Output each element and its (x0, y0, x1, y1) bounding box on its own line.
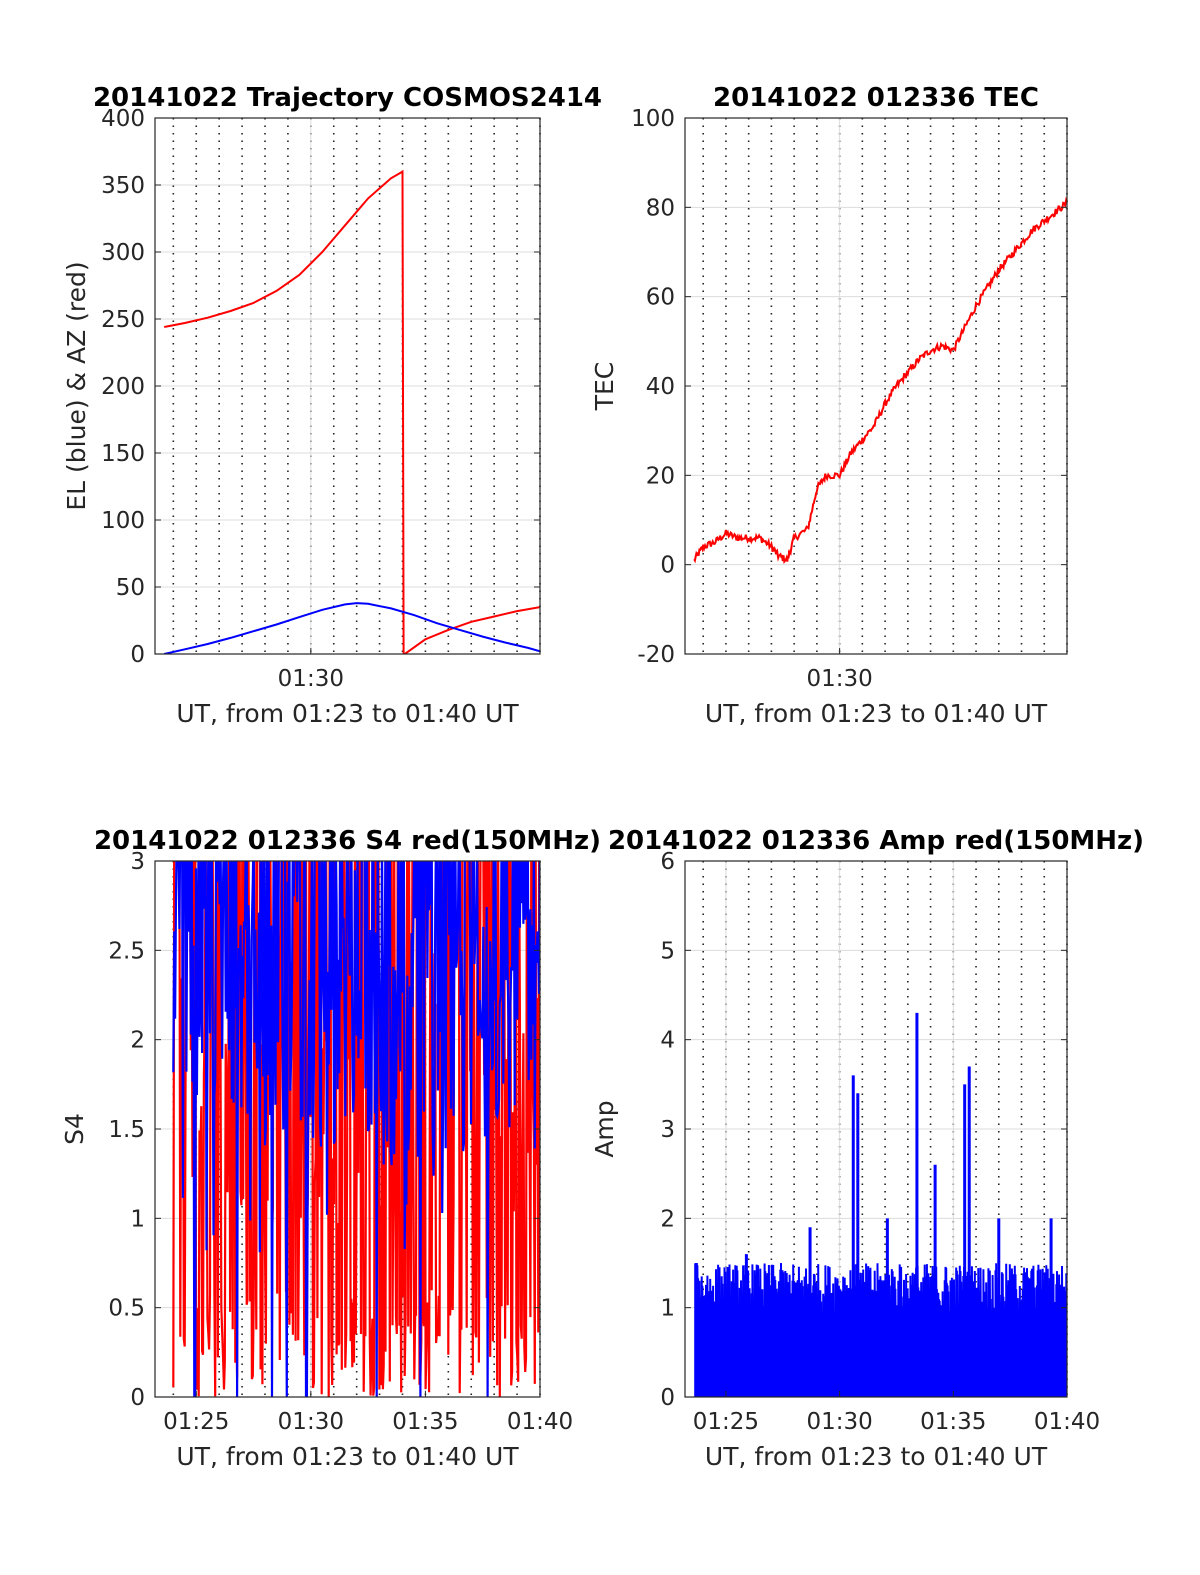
y-tick-label: 2 (660, 1206, 675, 1232)
series-line-s4-red (172, 861, 540, 1397)
y-tick-label: 80 (646, 195, 675, 221)
y-tick-label: 100 (101, 508, 145, 534)
y-tick-label: 20 (646, 463, 675, 489)
y-axis-label: Amp (590, 1100, 619, 1157)
y-tick-label: 2.5 (108, 938, 145, 964)
y-tick-label: 0.5 (108, 1296, 145, 1322)
y-axis-label: TEC (590, 362, 619, 412)
x-tick-label: 01:35 (920, 1409, 986, 1435)
plot-area (693, 196, 1067, 565)
chart-panel-1: 0 50 100 150 200 250 300 350 400 01:30 20141022 Tr… (62, 83, 602, 728)
y-tick-label: 0 (660, 553, 675, 579)
y-tick-label: 3 (130, 849, 145, 875)
chart-panel-2: -20 0 20 40 60 80 100 01:30 20141022 012336 TEC U… (590, 83, 1068, 728)
y-tick-label: 200 (101, 374, 145, 400)
x-tick-label: 01:30 (806, 1409, 872, 1435)
x-tick-label: 01:30 (278, 666, 344, 692)
y-axis-label: S4 (60, 1113, 89, 1145)
y-tick-label: 50 (116, 575, 145, 601)
y-tick-label: 250 (101, 307, 145, 333)
plot-area (172, 861, 540, 1397)
series-line-2 (163, 602, 540, 654)
y-tick-label: 0 (130, 1385, 145, 1411)
chart-title: 20141022 012336 TEC (713, 83, 1039, 113)
y-tick-label: 0 (660, 1385, 675, 1411)
chart-panel-3: 0 0.5 1 1.5 2 2.5 3 01:25 01:30 01:35 01:40 2014102… (60, 826, 601, 1471)
y-tick-label: 400 (101, 106, 145, 132)
y-tick-label: 60 (646, 285, 675, 311)
x-axis-label: UT, from 01:23 to 01:40 UT (176, 1442, 519, 1471)
series-line-1 (693, 196, 1067, 565)
y-tick-label: 5 (660, 938, 675, 964)
chart-title: 20141022 012336 S4 red(150MHz) (94, 826, 601, 856)
y-tick-label: 2 (130, 1028, 145, 1054)
x-tick-label: 01:35 (392, 1409, 458, 1435)
y-tick-label: 4 (660, 1028, 675, 1054)
x-tick-label: 01:25 (693, 1409, 759, 1435)
chart-title: 20141022 012336 Amp red(150MHz) (608, 826, 1144, 856)
y-tick-label: 100 (631, 106, 675, 132)
y-tick-label: 6 (660, 849, 675, 875)
x-axis-label: UT, from 01:23 to 01:40 UT (176, 699, 519, 728)
chart-panel-4: 0 1 2 3 4 5 6 01:25 01:30 01:35 01:40 20141022 0123… (590, 826, 1144, 1471)
x-tick-label: 01:40 (507, 1409, 573, 1435)
y-tick-label: -20 (637, 642, 675, 668)
chart-title: 20141022 Trajectory COSMOS2414 (93, 83, 602, 113)
y-tick-label: 1 (660, 1296, 675, 1322)
y-tick-label: 150 (101, 441, 145, 467)
x-tick-label: 01:40 (1034, 1409, 1100, 1435)
series-line-1 (164, 169, 540, 654)
plot-area (163, 169, 540, 654)
y-tick-label: 0 (130, 642, 145, 668)
y-tick-label: 40 (646, 374, 675, 400)
series-line-s4-blue (172, 861, 540, 1397)
plot-area (694, 1012, 1067, 1397)
x-axis-label: UT, from 01:23 to 01:40 UT (705, 1442, 1048, 1471)
x-tick-label: 01:30 (806, 666, 872, 692)
y-axis-label: EL (blue) & AZ (red) (62, 261, 91, 510)
y-tick-label: 3 (660, 1117, 675, 1143)
y-tick-label: 300 (101, 240, 145, 266)
y-tick-label: 350 (101, 173, 145, 199)
x-axis-label: UT, from 01:23 to 01:40 UT (705, 699, 1048, 728)
series-line-amp (694, 1262, 1067, 1397)
x-tick-label: 01:25 (163, 1409, 229, 1435)
y-tick-label: 1.5 (108, 1117, 145, 1143)
x-tick-label: 01:30 (278, 1409, 344, 1435)
y-tick-label: 1 (130, 1206, 145, 1232)
